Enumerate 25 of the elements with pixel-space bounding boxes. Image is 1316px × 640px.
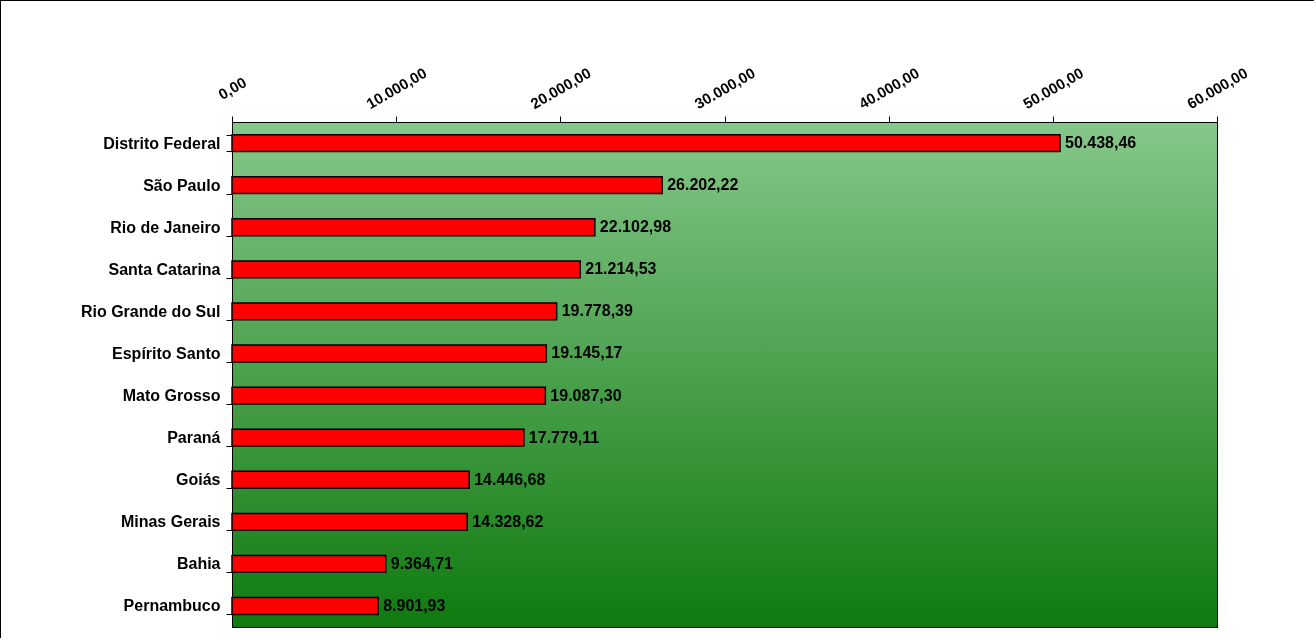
data-label: 17.779,11 [528,428,600,446]
data-label: 22.102,98 [599,218,672,236]
y-tick-label: Paraná [167,429,221,447]
data-label: 19.145,17 [551,344,623,362]
y-tick-label: São Paulo [143,176,221,194]
data-label: 9.364,71 [390,554,454,572]
y-tick-label: Mato Grosso [122,387,221,405]
x-tick-label: 0,00 [215,73,250,103]
data-label: 19.778,39 [561,302,633,320]
data-label: 21.214,53 [585,260,657,278]
data-label: 19.087,30 [550,386,622,404]
y-tick-label: Minas Gerais [120,513,221,531]
y-tick-label: Rio de Janeiro [110,218,221,236]
data-label: 26.202,22 [667,176,739,194]
y-tick-label: Santa Catarina [108,260,221,278]
y-tick-label: Espírito Santo [112,344,221,362]
data-label: 50.438,46 [1065,134,1137,152]
y-tick-label: Pernambuco [123,597,221,615]
y-tick-label: Goiás [176,471,221,489]
data-label: 14.446,68 [474,470,546,488]
y-tick-label: Bahia [176,555,221,573]
y-tick-label: Distrito Federal [103,134,221,152]
data-label: 14.328,62 [472,512,544,530]
data-label: 8.901,93 [383,596,446,614]
y-tick-label: Rio Grande do Sul [80,302,221,320]
